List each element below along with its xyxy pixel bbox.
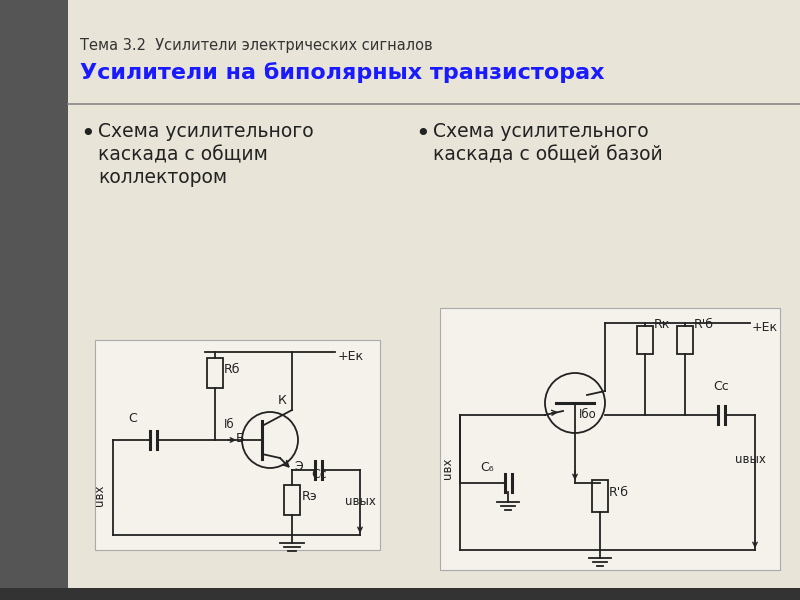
Text: Сс: Сс (311, 468, 326, 481)
Text: Iбо: Iбо (579, 408, 597, 421)
Text: С: С (129, 412, 138, 425)
Bar (284, 485, 300, 515)
Bar (95, 340, 380, 550)
Bar (637, 326, 653, 354)
Bar (0, 0, 68, 600)
Text: К: К (278, 394, 287, 407)
Text: С₆: С₆ (480, 461, 494, 474)
Text: коллектором: коллектором (98, 168, 227, 187)
Text: Rб: Rб (224, 363, 241, 376)
Text: Э: Э (294, 460, 302, 473)
Text: Rэ: Rэ (302, 491, 318, 503)
Text: каскада с общим: каскада с общим (98, 145, 268, 164)
Text: Сс: Сс (713, 380, 729, 393)
Bar (592, 480, 608, 512)
Text: uвых: uвых (345, 495, 376, 508)
Bar (207, 358, 223, 388)
Text: uвых: uвых (735, 453, 766, 466)
Text: uвх: uвх (94, 484, 106, 506)
Text: •: • (80, 122, 94, 146)
Text: Rк: Rк (654, 318, 670, 331)
Text: каскада с общей базой: каскада с общей базой (433, 145, 662, 164)
Text: Усилители на биполярных транзисторах: Усилители на биполярных транзисторах (80, 62, 605, 83)
Bar (0, 588, 800, 600)
Text: Схема усилительного: Схема усилительного (433, 122, 649, 141)
Text: uвх: uвх (442, 457, 454, 479)
Text: +Eк: +Eк (338, 350, 364, 363)
Text: Iб: Iб (224, 418, 234, 431)
Bar (677, 326, 693, 354)
Text: Тема 3.2  Усилители электрических сигналов: Тема 3.2 Усилители электрических сигнало… (80, 38, 433, 53)
Text: R'б: R'б (609, 485, 629, 499)
Text: +Eк: +Eк (752, 321, 778, 334)
Text: Б: Б (236, 432, 244, 445)
Text: •: • (415, 122, 430, 146)
Text: R'б: R'б (694, 318, 714, 331)
Text: Схема усилительного: Схема усилительного (98, 122, 314, 141)
Bar (440, 308, 780, 570)
